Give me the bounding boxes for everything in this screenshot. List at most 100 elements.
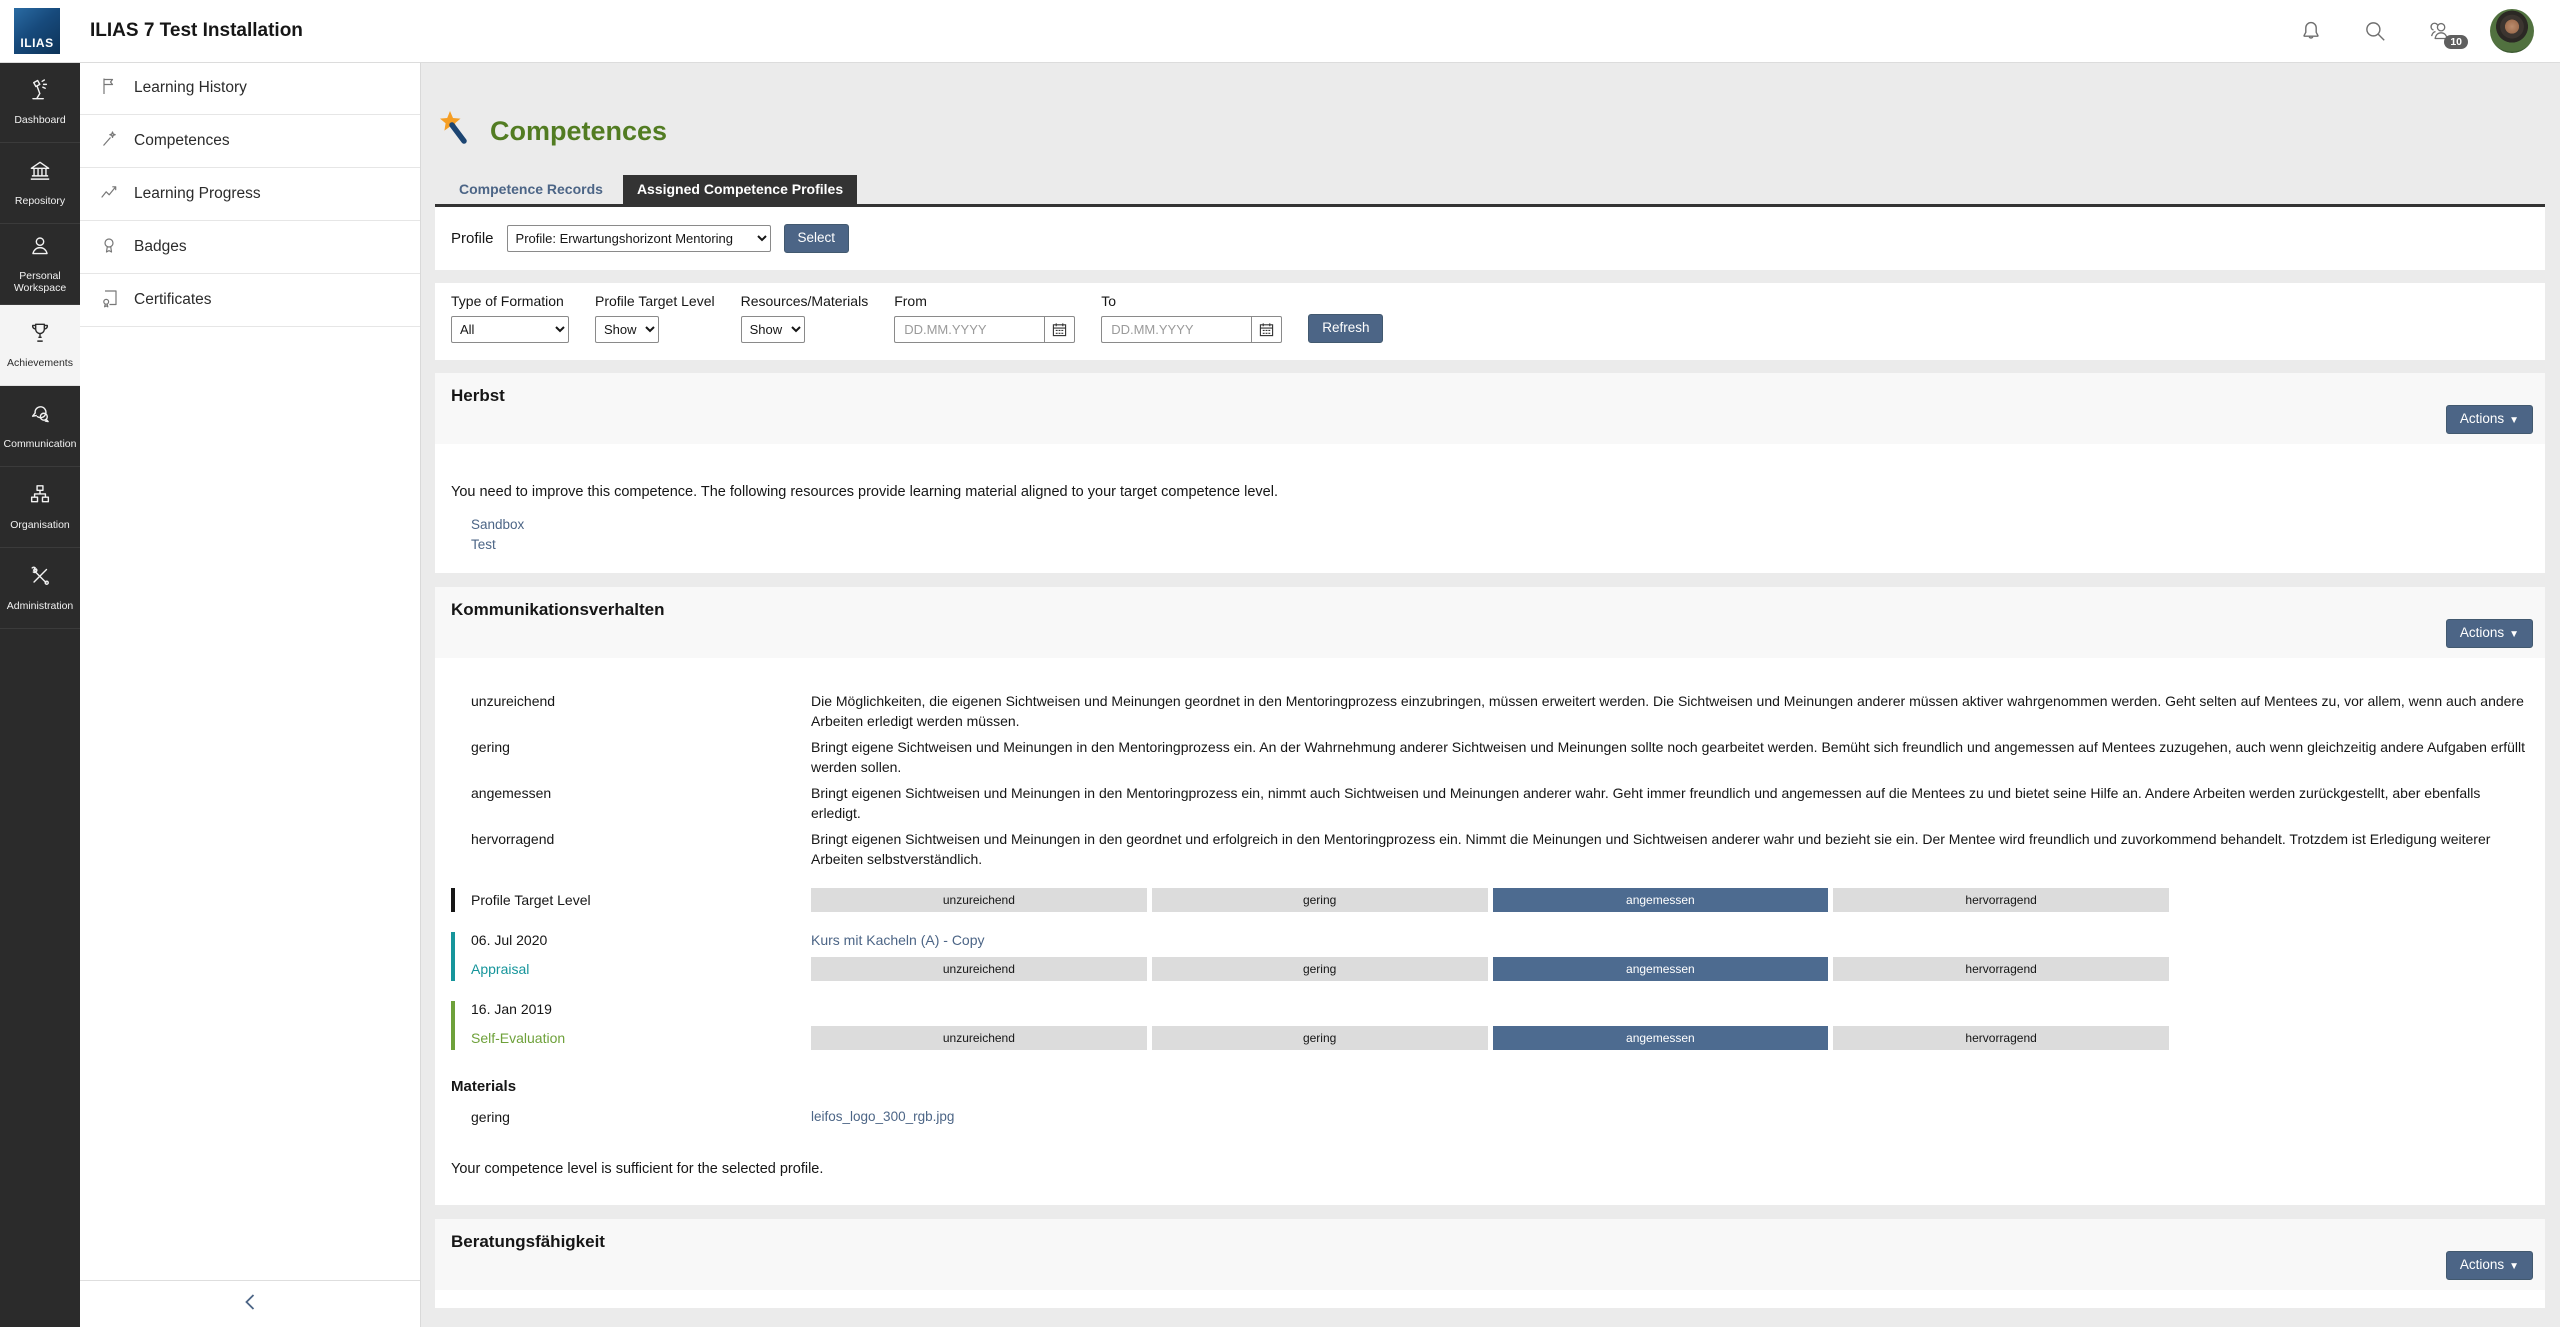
- refresh-button[interactable]: Refresh: [1308, 314, 1384, 343]
- rail-item-dashboard[interactable]: Dashboard: [0, 62, 80, 143]
- scale-segment: gering: [1151, 1025, 1488, 1050]
- resource-links: Sandbox Test: [471, 515, 2529, 555]
- self-evaluation-date: 16. Jan 2019: [471, 1000, 552, 1017]
- rail-item-repository[interactable]: Repository: [0, 143, 80, 224]
- badge-icon: [99, 235, 119, 260]
- appraisal-date: 06. Jul 2020: [471, 931, 548, 948]
- sidebar-item-label: Badges: [134, 238, 187, 255]
- select-button[interactable]: Select: [783, 224, 850, 253]
- repository-icon: [27, 158, 53, 188]
- type-of-formation-select[interactable]: All: [451, 315, 569, 343]
- avatar[interactable]: [2490, 9, 2534, 53]
- from-label: From: [894, 292, 927, 309]
- tab-assigned-competence-profiles[interactable]: Assigned Competence Profiles: [622, 175, 858, 204]
- competence-panel-beratungsfaehigkeit: Beratungsfähigkeit Actions ▼: [435, 1218, 2545, 1308]
- line-chart-icon: [99, 182, 119, 207]
- material-level: gering: [471, 1108, 510, 1125]
- notifications-bell-icon[interactable]: [2298, 18, 2324, 44]
- dashboard-icon: [27, 77, 53, 107]
- ilias-logo-text: ILIAS: [20, 36, 54, 50]
- rail-item-achievements[interactable]: Achievements: [0, 305, 80, 386]
- sidebar-item-label: Learning History: [134, 79, 247, 96]
- rail-item-label: Personal Workspace: [13, 269, 67, 295]
- installation-title: ILIAS 7 Test Installation: [90, 20, 303, 41]
- rail-item-administration[interactable]: Administration: [0, 548, 80, 629]
- sidebar-item-certificates[interactable]: Certificates: [80, 274, 420, 327]
- scale-segment-selected: angemessen: [1492, 956, 1829, 981]
- level-description: Bringt eigenen Sichtweisen und Meinungen…: [811, 784, 2481, 821]
- competence-panel-kommunikationsverhalten: Kommunikationsverhalten Actions ▼ unzurei…: [435, 586, 2545, 1205]
- competence-title: Herbst: [451, 385, 505, 405]
- wand-icon: [99, 129, 119, 154]
- tab-bar: Competence Records Assigned Competence P…: [435, 175, 2545, 207]
- sidebar-item-learning-history[interactable]: Learning History: [80, 62, 420, 115]
- profile-target-level-select[interactable]: Show: [595, 315, 659, 343]
- ilias-logo[interactable]: ILIAS: [14, 8, 60, 54]
- level-description: Bringt eigenen Sichtweisen und Meinungen…: [811, 830, 2491, 867]
- from-date-input[interactable]: [894, 315, 1045, 343]
- level-name: gering: [471, 738, 510, 755]
- calendar-icon[interactable]: [1044, 315, 1076, 343]
- to-date-input[interactable]: [1101, 315, 1252, 343]
- search-icon[interactable]: [2362, 18, 2388, 44]
- level-description-row: gering Bringt eigene Sichtweisen und Mei…: [451, 734, 2529, 780]
- resources-materials-select[interactable]: Show: [740, 315, 805, 343]
- level-description-row: unzureichend Die Möglichkeiten, die eige…: [451, 688, 2529, 734]
- resources-materials-label: Resources/Materials: [740, 292, 869, 309]
- panel-header: Kommunikationsverhalten Actions ▼: [435, 586, 2545, 658]
- panel-body: You need to improve this competence. The…: [435, 443, 2545, 573]
- level-name: unzureichend: [471, 692, 556, 709]
- sidebar-item-label: Learning Progress: [134, 185, 261, 202]
- calendar-icon[interactable]: [1251, 315, 1283, 343]
- appraisal-label: Appraisal: [471, 960, 530, 977]
- profile-target-level-row: Profile Target Level unzureichend gering…: [451, 887, 2529, 912]
- actions-button[interactable]: Actions ▼: [2445, 1251, 2533, 1280]
- materials-heading: Materials: [451, 1077, 517, 1095]
- sidebar-item-badges[interactable]: Badges: [80, 221, 420, 274]
- self-evaluation-row: 16. Jan 2019 Self-Evaluation unzureichen…: [451, 1000, 2529, 1050]
- personal-workspace-icon: [27, 233, 53, 263]
- tab-competence-records[interactable]: Competence Records: [459, 181, 603, 197]
- scale-segment-selected: angemessen: [1492, 887, 1829, 912]
- course-link[interactable]: Kurs mit Kacheln (A) - Copy: [811, 931, 985, 948]
- organisation-icon: [27, 482, 53, 512]
- self-evaluation-label: Self-Evaluation: [471, 1029, 566, 1046]
- materials-row: gering leifos_logo_300_rgb.jpg: [451, 1109, 2529, 1125]
- profile-select[interactable]: Profile: Erwartungshorizont Mentoring: [506, 224, 771, 252]
- collapse-sidebar-button[interactable]: [80, 1280, 420, 1327]
- panel-header: Herbst Actions ▼: [435, 372, 2545, 444]
- awareness-count-badge: 10: [2444, 34, 2468, 49]
- rail-item-communication[interactable]: Communication: [0, 386, 80, 467]
- actions-button[interactable]: Actions ▼: [2445, 619, 2533, 648]
- level-name: angemessen: [471, 784, 552, 801]
- sidebar-item-competences[interactable]: Competences: [80, 115, 420, 168]
- certificate-icon: [99, 288, 119, 313]
- scale-segment: unzureichend: [811, 956, 1147, 981]
- top-bar: ILIAS ILIAS 7 Test Installation 10: [0, 0, 2560, 63]
- page-title: Competences: [490, 116, 668, 146]
- actions-button[interactable]: Actions ▼: [2445, 405, 2533, 434]
- flag-icon: [99, 76, 119, 101]
- material-file-link[interactable]: leifos_logo_300_rgb.jpg: [811, 1108, 955, 1124]
- rail-item-label: Repository: [14, 195, 66, 207]
- sidebar-item-learning-progress[interactable]: Learning Progress: [80, 168, 420, 221]
- sufficient-level-note: Your competence level is sufficient for …: [451, 1160, 824, 1177]
- main-bar-rail: Dashboard Repository Personal Workspace …: [0, 62, 80, 1327]
- resource-link-sandbox[interactable]: Sandbox: [471, 516, 525, 532]
- resource-link-test[interactable]: Test: [471, 536, 496, 552]
- competence-title: Beratungsfähigkeit: [451, 1231, 605, 1251]
- panel-body: [435, 1289, 2545, 1308]
- rail-item-personal-workspace[interactable]: Personal Workspace: [0, 224, 80, 305]
- scale-segment: hervorragend: [1833, 956, 2169, 981]
- rail-item-label: Organisation: [10, 519, 70, 531]
- level-description-row: hervorragend Bringt eigenen Sichtweisen …: [451, 826, 2529, 872]
- caret-down-icon: ▼: [2509, 1261, 2519, 1272]
- rail-item-organisation[interactable]: Organisation: [0, 467, 80, 548]
- profile-label: Profile: [451, 229, 494, 247]
- awareness-icon[interactable]: 10: [2426, 18, 2468, 49]
- level-description: Bringt eigene Sichtweisen und Meinungen …: [811, 738, 2526, 775]
- level-name: hervorragend: [471, 830, 555, 847]
- scale-segment: gering: [1151, 887, 1488, 912]
- level-scale-bar: unzureichend gering angemessen hervorrag…: [811, 1025, 2169, 1050]
- scale-segment: hervorragend: [1833, 887, 2169, 912]
